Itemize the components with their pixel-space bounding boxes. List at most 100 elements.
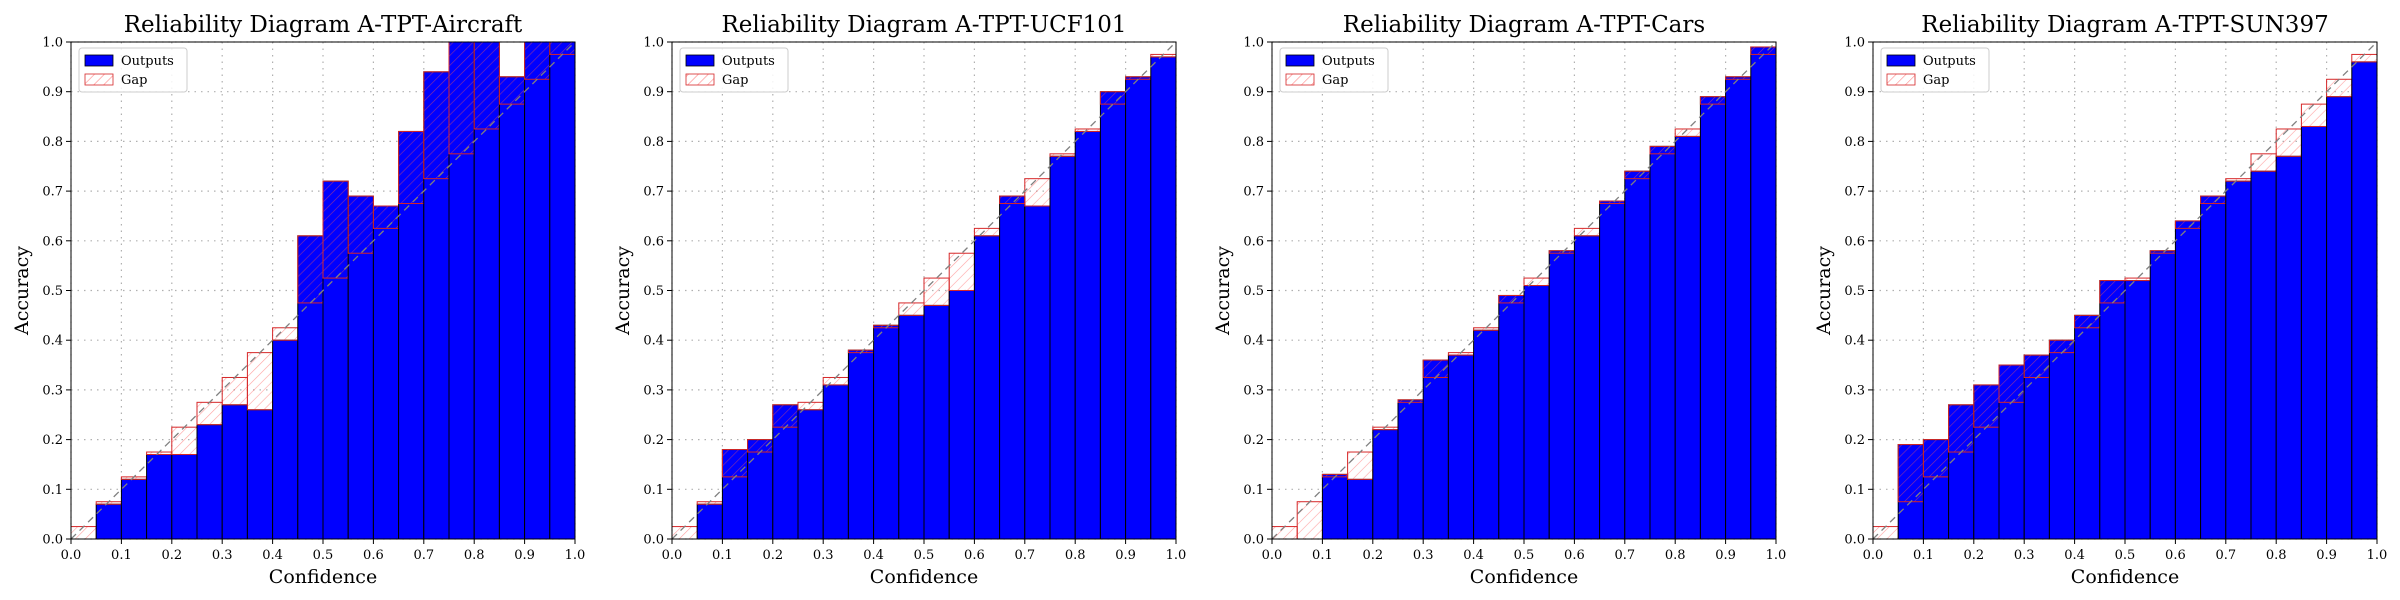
y-tick-label: 0.2 — [42, 433, 63, 448]
gap-bar — [221, 376, 248, 406]
y-tick-label: 0.6 — [42, 234, 63, 249]
output-bar — [196, 424, 223, 540]
chart-panel-4: 0.0 0.1 0.2 0.3 0.4 0.5 0.6 0.7 0.8 0.9 1.0 0.0 0.1 0… — [1813, 12, 2387, 588]
output-bar — [498, 76, 526, 540]
legend-outputs-swatch — [84, 54, 114, 67]
gap-bar — [2225, 178, 2252, 182]
x-tick-label: 0.1 — [111, 548, 132, 563]
legend-gap-swatch — [84, 73, 114, 86]
x-tick-label: 1.0 — [1766, 548, 1787, 563]
x-tick-label: 0.4 — [262, 548, 283, 563]
chart-panel-2: 0.0 0.1 0.2 0.3 0.4 0.5 0.6 0.7 0.8 0.9 1.0 0.0 0.1 0… — [612, 12, 1186, 588]
output-bar — [2300, 125, 2328, 540]
output-bar — [372, 205, 400, 540]
x-axis-label: Confidence — [2071, 566, 2179, 588]
output-bar — [2200, 195, 2227, 540]
output-bar — [747, 439, 774, 540]
x-tick-label: 0.2 — [1362, 548, 1383, 563]
output-bar — [95, 503, 122, 540]
y-tick-label: 0.4 — [1844, 334, 1865, 349]
legend-gap-swatch — [685, 73, 715, 86]
output-bar — [822, 384, 849, 540]
y-tick-label: 0.4 — [42, 334, 63, 349]
x-tick-label: 0.1 — [712, 548, 733, 563]
output-bar — [2124, 280, 2151, 540]
y-tick-label: 0.9 — [1844, 85, 1865, 100]
output-bar — [1049, 155, 1076, 540]
x-tick-label: 0.4 — [863, 548, 884, 563]
y-tick-label: 1.0 — [42, 36, 63, 51]
x-tick-label: 0.6 — [363, 548, 384, 563]
output-bar — [1725, 76, 1752, 540]
gap-bar — [1973, 384, 2000, 428]
gap-bar — [1624, 170, 1651, 180]
y-tick-label: 0.0 — [1243, 533, 1264, 548]
output-bar — [1750, 46, 1777, 540]
output-bar — [2099, 280, 2126, 540]
gap-bar — [297, 235, 324, 304]
gap-bar — [2174, 220, 2202, 229]
legend-outputs-label: Outputs — [1923, 54, 1976, 69]
output-bar — [1573, 235, 1601, 540]
x-tick-label: 0.8 — [1665, 548, 1686, 563]
output-bar — [1372, 429, 1399, 540]
gap-bar — [196, 401, 223, 426]
gap-bar — [2023, 354, 2050, 378]
gap-bar — [1872, 526, 1899, 540]
gap-bar — [2300, 103, 2328, 127]
chart-panel-1: 0.0 0.1 0.2 0.3 0.4 0.5 0.6 0.7 0.8 0.9 1.0 0.0 0.1 0… — [11, 12, 585, 588]
x-tick-label: 0.2 — [1963, 548, 1984, 563]
gap-bar — [948, 252, 975, 292]
x-tick-label: 0.5 — [313, 548, 334, 563]
output-bar — [1599, 200, 1626, 540]
output-bar — [2023, 354, 2050, 540]
x-tick-label: 1.0 — [1166, 548, 1187, 563]
legend: Outputs Gap — [78, 47, 188, 93]
output-bar — [1498, 294, 1525, 540]
gap-bar — [171, 426, 198, 456]
gap-bar — [822, 376, 849, 386]
gap-bar — [1649, 145, 1676, 155]
y-tick-label: 0.2 — [1243, 433, 1264, 448]
calibration-diagonal — [671, 41, 1177, 540]
gap-bar — [2351, 53, 2378, 63]
output-bar — [1024, 205, 1051, 540]
output-bar — [2275, 155, 2302, 540]
legend-outputs-swatch — [1285, 54, 1315, 67]
gap-bar — [272, 327, 299, 341]
gap-bar — [1674, 128, 1701, 137]
output-bar — [246, 409, 274, 540]
gap-bar — [973, 227, 1001, 237]
y-tick-label: 0.1 — [1243, 483, 1264, 498]
y-tick-label: 0.7 — [643, 185, 664, 200]
output-bar — [797, 409, 824, 540]
gap-bar — [1699, 96, 1727, 105]
output-bar — [2326, 96, 2353, 540]
output-bar — [696, 503, 723, 540]
legend-gap-label: Gap — [121, 73, 147, 88]
output-bar — [1397, 399, 1424, 540]
x-tick-label: 1.0 — [2367, 548, 2388, 563]
gap-bar — [747, 439, 774, 453]
legend-outputs-swatch — [685, 54, 715, 67]
x-tick-label: 0.9 — [2316, 548, 2337, 563]
x-tick-label: 0.4 — [1463, 548, 1484, 563]
y-tick-label: 0.4 — [1243, 334, 1264, 349]
y-tick-label: 0.5 — [643, 284, 664, 299]
y-tick-label: 1.0 — [643, 36, 664, 51]
y-tick-label: 0.8 — [42, 135, 63, 150]
output-bar — [1074, 130, 1101, 540]
gap-bar — [1074, 128, 1101, 132]
output-bar — [1099, 91, 1127, 540]
y-tick-label: 0.1 — [643, 483, 664, 498]
x-tick-label: 0.2 — [161, 548, 182, 563]
legend-outputs-label: Outputs — [121, 54, 174, 69]
output-bar — [2074, 314, 2101, 540]
output-bar — [1674, 135, 1701, 540]
output-bar — [2174, 220, 2202, 540]
output-bar — [2351, 61, 2378, 540]
y-tick-label: 0.4 — [643, 334, 664, 349]
output-bar — [1347, 478, 1374, 540]
gap-bar — [372, 205, 400, 229]
